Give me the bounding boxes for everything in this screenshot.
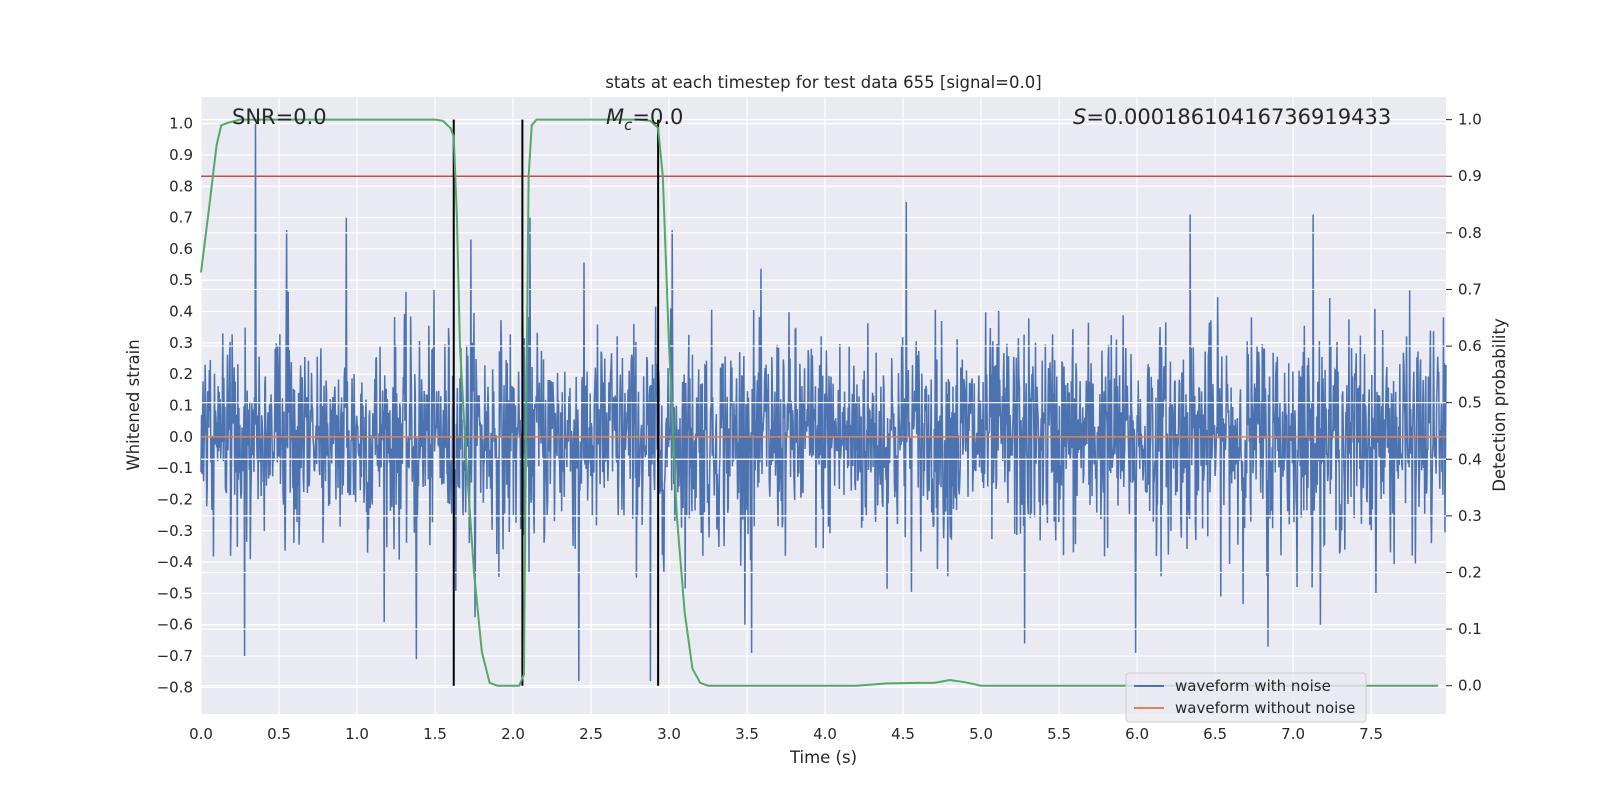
y-tick-label-left: −0.6 xyxy=(157,616,193,634)
x-tick-label: 6.5 xyxy=(1203,725,1227,743)
y-tick-label-left: 0.9 xyxy=(169,146,193,164)
x-tick-label: 5.0 xyxy=(969,725,993,743)
y-axis-label-right: Detection probability xyxy=(1490,318,1509,492)
y-tick-label-left: 0.7 xyxy=(169,209,193,227)
y-tick-label-right: 0.1 xyxy=(1458,620,1482,638)
x-axis-label: Time (s) xyxy=(789,748,857,767)
y-tick-label-right: 0.4 xyxy=(1458,450,1482,468)
axes-layer: 0.0 0.5 1.0 1.5 2.0 2.5 3.0 3.5 4.0 4.5 5.0 5.5 6.0 6… xyxy=(157,111,1482,743)
detection-probability-line xyxy=(200,118,1439,687)
y-tick-label-right: 0.5 xyxy=(1458,394,1482,412)
waveform-with-noise-line xyxy=(200,123,1447,682)
x-tick-label: 2.5 xyxy=(579,725,603,743)
y-tick-label-left: 0.8 xyxy=(169,177,193,195)
y-tick-label-right: 0.2 xyxy=(1458,563,1482,581)
x-tick-label: 7.5 xyxy=(1359,725,1383,743)
y-tick-label-right: 0.0 xyxy=(1458,677,1482,695)
x-tick-label: 0.0 xyxy=(189,725,213,743)
y-tick-label-right: 0.7 xyxy=(1458,280,1482,298)
chart-title: stats at each timestep for test data 655… xyxy=(605,73,1041,92)
x-tick-label: 2.0 xyxy=(501,725,525,743)
legend-box xyxy=(1125,672,1367,723)
y-tick-label-left: 0.2 xyxy=(169,365,193,383)
s-annotation: S=0.00018610416736919433 xyxy=(1073,105,1391,129)
chirp-mass-annotation: Mc=0.0 xyxy=(606,105,683,134)
y-tick-label-left: 0.1 xyxy=(169,397,193,415)
legend: waveform with noise waveform without noi… xyxy=(1125,672,1367,723)
legend-label-with-noise: waveform with noise xyxy=(1175,677,1331,695)
y-tick-label-right: 0.3 xyxy=(1458,507,1482,525)
y-tick-label-left: −0.2 xyxy=(157,490,193,508)
y-tick-label-left: −0.5 xyxy=(157,584,193,602)
y-tick-label-right: 1.0 xyxy=(1458,111,1482,129)
y-tick-label-left: −0.1 xyxy=(157,459,193,477)
waveform-with-noise-path xyxy=(200,123,1447,682)
x-tick-label: 0.5 xyxy=(267,725,291,743)
y-axis-label-left: Whitened strain xyxy=(124,339,143,470)
y-tick-label-right: 0.8 xyxy=(1458,224,1482,242)
x-tick-label: 1.0 xyxy=(345,725,369,743)
y-tick-label-left: 0.4 xyxy=(169,303,193,321)
x-tick-label: 1.5 xyxy=(423,725,447,743)
y-tick-label-left: −0.4 xyxy=(157,553,193,571)
x-tick-label: 4.0 xyxy=(813,725,837,743)
y-tick-label-left: −0.7 xyxy=(157,647,193,665)
y-tick-label-left: 0.5 xyxy=(169,271,193,289)
x-tick-label: 3.5 xyxy=(735,725,759,743)
x-tick-label: 6.0 xyxy=(1125,725,1149,743)
y-tick-label-left: 1.0 xyxy=(169,115,193,133)
y-tick-label-left: 0.6 xyxy=(169,240,193,258)
x-tick-label: 7.0 xyxy=(1281,725,1305,743)
x-tick-label: 3.0 xyxy=(657,725,681,743)
x-tick-label: 5.5 xyxy=(1047,725,1071,743)
x-tick-label: 4.5 xyxy=(891,725,915,743)
y-tick-label-left: 0.3 xyxy=(169,334,193,352)
snr-annotation: SNR=0.0 xyxy=(232,105,327,129)
y-tick-label-left: −0.8 xyxy=(157,678,193,696)
y-tick-label-left: −0.3 xyxy=(157,522,193,540)
lines-layer xyxy=(200,118,1446,687)
y-tick-label-right: 0.9 xyxy=(1458,167,1482,185)
legend-label-without-noise: waveform without noise xyxy=(1175,699,1355,717)
y-tick-label-right: 0.6 xyxy=(1458,337,1482,355)
y-tick-label-left: 0.0 xyxy=(169,428,193,446)
